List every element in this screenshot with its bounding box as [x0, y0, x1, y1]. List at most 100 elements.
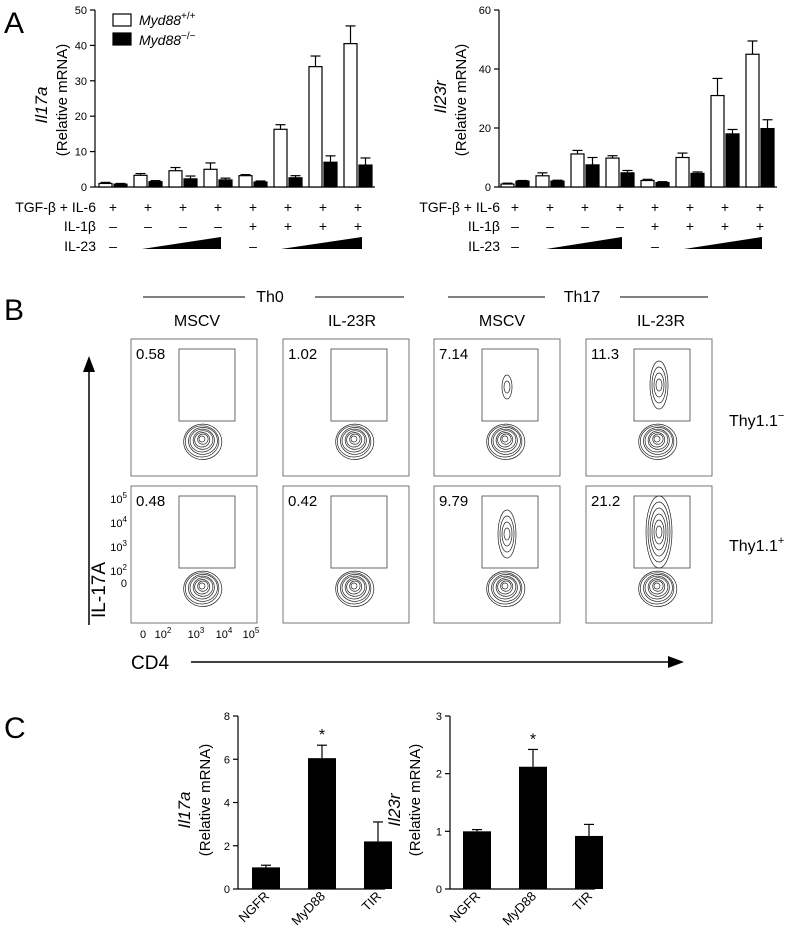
a-right-bars [500, 40, 775, 188]
cR-ytick-label-0: 0 [436, 884, 442, 896]
treat-il1-label-right: IL-1β [468, 218, 500, 234]
cL-bar-0 [252, 867, 280, 889]
a-right-treatment-symbols: + + + + + + + + – – – – + + + + – – [511, 199, 764, 254]
flow-gate-r1-c0 [178, 495, 236, 569]
chart-a-left: 0 10 20 30 40 50 Il17a (Relative mRNA) [32, 5, 375, 194]
a0-sym-tgf-5: + [284, 199, 292, 215]
a0-bar-s1-5 [288, 177, 303, 188]
flow-contour-r1-c0-7 [183, 570, 223, 607]
a0-sym-tgf-1: + [144, 199, 152, 215]
c-right-y-ticks: 0 1 2 3 [436, 711, 450, 896]
flow-contour-r1-c0-4 [189, 575, 215, 600]
flow-contour-r1-c2-7 [486, 570, 526, 607]
il23-dose-wedge-left-1 [142, 237, 221, 249]
row-label-thy11-neg: Thy1.1− [729, 410, 784, 430]
cL-bar-2 [364, 841, 392, 889]
cL-sig-1: * [319, 727, 325, 744]
chart-c-right: 0 1 2 3 NGFR * MyD88 TIR Il23r (Relative mRNA) [385, 711, 603, 928]
flow-xtick-3: 104 [216, 626, 233, 641]
a0-sym-tgf-2: + [179, 199, 187, 215]
cL-ytick-label-1: 2 [224, 841, 230, 853]
a-right-y-ticks: 0 20 40 60 [479, 5, 499, 194]
flow-contour-r0-c2-0 [501, 435, 509, 443]
flow-xtick-0: 0 [140, 629, 146, 641]
a1-sym-tgf-6: + [721, 199, 729, 215]
flow-percent-r0-c3: 11.3 [591, 346, 619, 363]
col-label-4: IL-23R [637, 313, 685, 330]
flow-pos-contour-r1-c2-0 [503, 527, 511, 541]
flow-contour-r1-c0-3 [192, 577, 214, 597]
a1-ytick-label-2: 40 [479, 64, 491, 76]
flow-contour-r1-c3-7 [638, 570, 678, 607]
il23-dose-wedge-right-2 [684, 237, 762, 249]
flow-ytick-3: 102 [110, 563, 127, 578]
cR-bar-1 [519, 766, 547, 889]
flow-ytick-1: 104 [110, 515, 127, 530]
c-left-ylabel-gene: Il17a [175, 792, 194, 829]
cR-bar-0 [463, 831, 491, 889]
a0-ytick-label-4: 40 [75, 40, 87, 52]
a1-sym-tgf-2: + [581, 199, 589, 215]
flow-contour-r0-c3-5 [643, 427, 673, 455]
col-label-3: MSCV [479, 313, 526, 330]
flow-contour-r1-c1-5 [340, 574, 370, 602]
c-right-ylabel-unit: (Relative mRNA) [407, 744, 424, 857]
flow-pos-contour-r1-c2-3 [497, 509, 517, 559]
flow-contour-r1-c1-2 [346, 579, 363, 595]
a1-sym-tgf-4: + [651, 199, 659, 215]
a0-sym-il1-6: + [319, 218, 327, 234]
flow-contour-r1-c3-5 [643, 574, 673, 602]
a-left-ylabel-unit: (Relative mRNA) [54, 44, 71, 157]
flow-gate-r1-c1 [330, 495, 388, 569]
flow-contour-r1-c2-0 [501, 582, 509, 590]
flow-pos-contour-r1-c2-2 [499, 515, 515, 553]
flow-contour-r0-c0-6 [184, 425, 220, 458]
a1-bar-s0-7 [745, 53, 760, 188]
a0-bar-s0-4 [238, 175, 253, 188]
a0-sym-il1-7: + [354, 218, 362, 234]
a1-bar-s1-0 [515, 180, 530, 188]
a1-bar-s1-3 [620, 172, 635, 188]
flow-percent-r0-c0: 0.58 [136, 346, 165, 363]
flow-contour-r1-c2-3 [495, 577, 517, 597]
a1-bar-s0-0 [500, 183, 515, 188]
a0-sym-il1-2: – [179, 218, 187, 234]
flow-contour-r0-c0-3 [192, 430, 214, 450]
a1-bar-s0-2 [570, 153, 585, 188]
flow-ytick-0: 105 [110, 491, 127, 506]
flow-contour-r0-c3-7 [638, 423, 678, 460]
legend-swatch-ko [112, 32, 132, 46]
treat-il23-label-right: IL-23 [468, 238, 500, 254]
a1-bar-s0-3 [605, 157, 620, 188]
a0-sym-tgf-0: + [109, 199, 117, 215]
flow-pos-contour-r1-c3-5 [645, 495, 673, 569]
flow-gate-r1-c2 [481, 495, 539, 569]
cL-ytick-label-0: 0 [224, 884, 230, 896]
flow-contour-r0-c2-1 [500, 433, 512, 445]
flow-panel-b: Th0 Th17 MSCV IL-23R MSCV IL-23R 0.58 1.0… [83, 289, 784, 674]
a0-sym-il1-0: – [109, 218, 117, 234]
flow-contour-r0-c2-2 [497, 432, 514, 448]
cL-bar-1 [308, 758, 336, 889]
flow-contour-r0-c0-1 [197, 433, 209, 445]
panel-letter-a: A [4, 7, 24, 40]
flow-contour-r0-c1-0 [350, 435, 358, 443]
a1-sym-il1-7: + [756, 218, 764, 234]
flow-contour-r0-c1-1 [349, 433, 361, 445]
a1-sym-il1-1: – [546, 218, 554, 234]
a1-sym-tgf-7: + [756, 199, 764, 215]
cL-ytick-label-3: 6 [224, 754, 230, 766]
flow-gate-r1-c3 [633, 495, 691, 569]
flow-xtick-4: 105 [243, 626, 260, 641]
a1-sym-il1-4: + [651, 218, 659, 234]
c-right-bars: NGFR * MyD88 TIR [446, 731, 603, 928]
il23-dose-wedge-right-1 [546, 237, 622, 249]
flow-contour-r1-c3-3 [647, 577, 669, 597]
flow-gate-r0-c2 [481, 348, 539, 422]
panel-letter-c: C [4, 712, 26, 745]
flow-gate-r0-c3 [633, 348, 691, 422]
flow-pos-contour-r1-c2-1 [501, 521, 513, 547]
a0-sym-il1-1: – [144, 218, 152, 234]
a0-sym-il23-4: – [249, 238, 257, 254]
flow-plot-r0-c3 [585, 338, 713, 477]
